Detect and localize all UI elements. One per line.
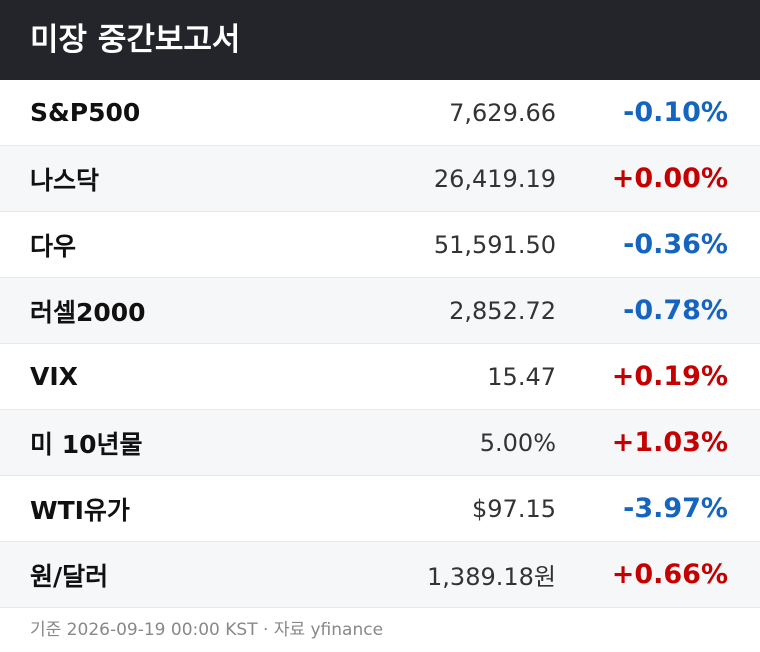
- index-change: +1.03%: [611, 427, 728, 458]
- table-row: 원/달러 1,389.18원 +0.66%: [0, 542, 760, 608]
- table-row: VIX 15.47 +0.19%: [0, 344, 760, 410]
- index-change: -0.78%: [623, 295, 728, 326]
- index-value: 15.47: [487, 362, 556, 391]
- table-row: S&P500 7,629.66 -0.10%: [0, 80, 760, 146]
- index-change: +0.00%: [611, 163, 728, 194]
- index-name: 러셀2000: [30, 297, 146, 327]
- index-value: 1,389.18원: [427, 563, 556, 591]
- index-value: 2,852.72: [449, 296, 556, 325]
- index-change: -3.97%: [623, 493, 728, 524]
- index-value: 51,591.50: [433, 230, 556, 259]
- title: 미장 중간보고서: [0, 0, 760, 80]
- index-name: 나스닥: [30, 165, 100, 195]
- table-row: 미 10년물 5.00% +1.03%: [0, 410, 760, 476]
- index-value: 5.00%: [479, 428, 556, 457]
- index-name: WTI유가: [30, 495, 130, 525]
- index-change: +0.66%: [611, 559, 728, 590]
- table-row: 다우 51,591.50 -0.36%: [0, 212, 760, 278]
- index-value: 7,629.66: [449, 98, 556, 127]
- table: S&P500 7,629.66 -0.10% 나스닥 26,419.19 +0.00% 다우…: [0, 80, 760, 608]
- table-row: 나스닥 26,419.19 +0.00%: [0, 146, 760, 212]
- footer-note: 기준 2026-09-19 00:00 KST · 자료 yfinance: [30, 620, 384, 640]
- index-name: VIX: [30, 362, 78, 391]
- index-name: 원/달러: [30, 561, 109, 591]
- index-change: -0.36%: [623, 229, 728, 260]
- index-name: 다우: [30, 231, 77, 261]
- index-value: $97.15: [472, 494, 556, 523]
- index-change: +0.19%: [611, 361, 728, 392]
- index-change: -0.10%: [623, 97, 728, 128]
- table-row: 러셀2000 2,852.72 -0.78%: [0, 278, 760, 344]
- index-name: S&P500: [30, 98, 141, 127]
- index-value: 26,419.19: [433, 164, 556, 193]
- index-name: 미 10년물: [30, 429, 143, 459]
- table-row: WTI유가 $97.15 -3.97%: [0, 476, 760, 542]
